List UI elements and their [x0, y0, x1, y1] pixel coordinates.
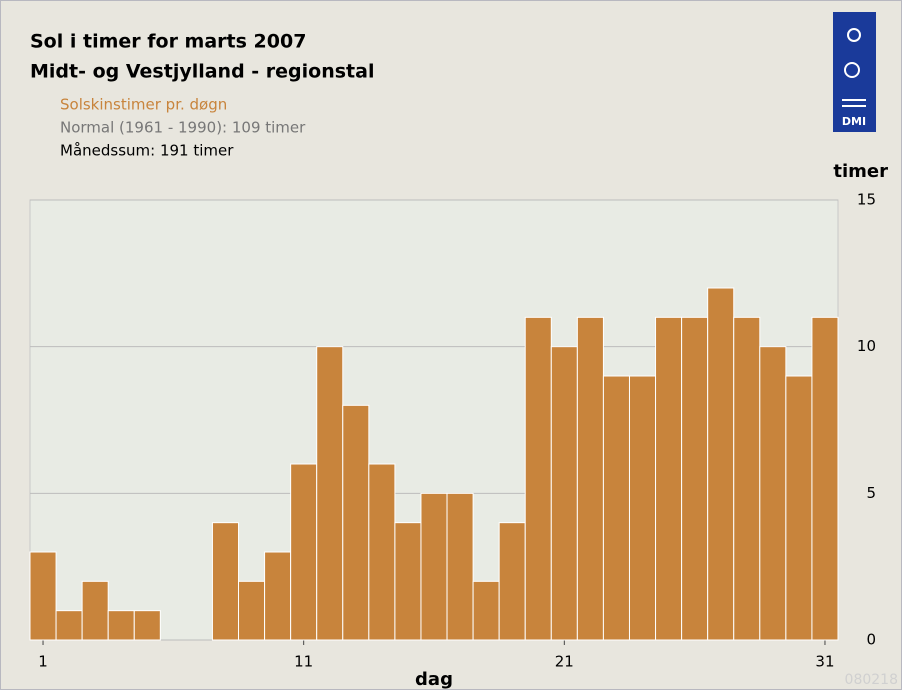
bar	[785, 375, 813, 641]
x-tick-label: 21	[555, 653, 574, 671]
bar	[55, 610, 83, 641]
y-tick-label: 5	[866, 484, 876, 502]
bar	[498, 522, 526, 641]
y-tick-label: 15	[857, 191, 876, 209]
bar	[446, 492, 474, 641]
bar	[759, 346, 787, 641]
legend-entry: Solskinstimer pr. døgn	[60, 96, 227, 114]
bar	[342, 404, 370, 641]
bar	[133, 610, 161, 641]
y-tick-label: 10	[857, 337, 876, 355]
code: 080218	[845, 672, 898, 688]
chart-title: Sol i timer for marts 2007	[30, 31, 306, 53]
bar	[394, 522, 422, 641]
bar	[628, 375, 657, 641]
x-tick-label: 11	[294, 653, 313, 671]
y-tick-label: 0	[866, 631, 876, 649]
bar	[316, 346, 344, 641]
bar	[550, 346, 578, 641]
bar	[472, 580, 500, 641]
bar	[733, 316, 761, 641]
x-axis-title: dag	[415, 669, 453, 690]
bar	[107, 610, 135, 641]
svg-text:DMI: DMI	[842, 115, 866, 128]
bar	[368, 463, 396, 641]
bar	[602, 375, 630, 641]
bar	[707, 287, 735, 641]
bar	[420, 492, 448, 641]
bar	[655, 316, 683, 641]
logo: DMI	[833, 12, 876, 132]
bar	[524, 316, 552, 641]
bar	[211, 522, 240, 641]
note: Normal (1961 - 1990): 109 timer	[60, 119, 306, 137]
x-tick-label: 31	[815, 653, 834, 671]
bar	[264, 551, 292, 641]
bar	[576, 316, 604, 641]
bar	[811, 316, 839, 641]
x-tick-label: 1	[38, 653, 48, 671]
bar	[29, 551, 57, 641]
bar	[238, 580, 266, 641]
bar	[290, 463, 318, 641]
chart-subtitle: Midt- og Vestjylland - regionstal	[30, 61, 374, 83]
bar	[81, 580, 109, 641]
y-axis-title: timer	[833, 161, 888, 182]
bar	[681, 316, 709, 641]
note: Månedssum: 191 timer	[60, 142, 234, 160]
